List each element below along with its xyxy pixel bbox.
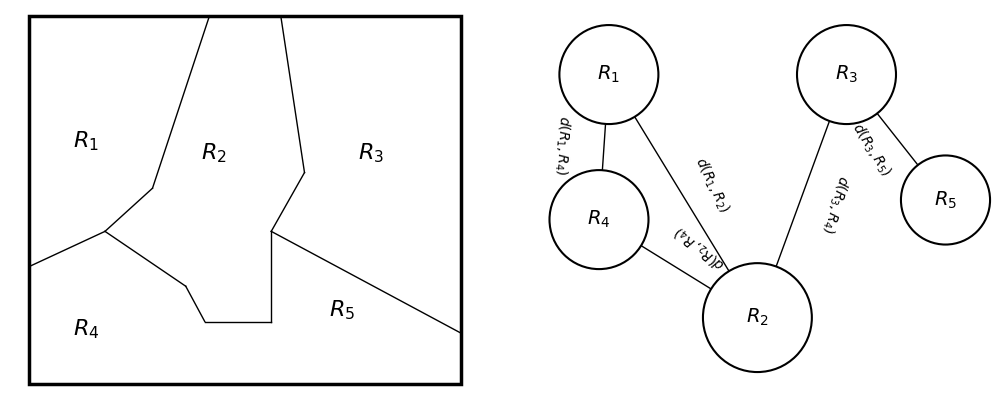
- Ellipse shape: [550, 170, 648, 269]
- Text: $d(R_2,R_4)$: $d(R_2,R_4)$: [671, 222, 729, 272]
- Ellipse shape: [559, 25, 658, 124]
- Text: $R_2$: $R_2$: [746, 307, 769, 328]
- Text: $d(R_3,R_4)$: $d(R_3,R_4)$: [819, 172, 852, 235]
- Text: $R_5$: $R_5$: [329, 298, 356, 322]
- Text: $R_2$: $R_2$: [201, 141, 227, 165]
- Text: $R_1$: $R_1$: [73, 129, 99, 153]
- Text: $R_4$: $R_4$: [587, 209, 611, 230]
- Text: $d(R_1,R_4)$: $d(R_1,R_4)$: [552, 115, 572, 176]
- Text: $R_3$: $R_3$: [835, 64, 858, 85]
- Text: $R_4$: $R_4$: [73, 318, 99, 341]
- Ellipse shape: [797, 25, 896, 124]
- Ellipse shape: [901, 156, 990, 244]
- Text: $R_5$: $R_5$: [934, 189, 957, 211]
- Ellipse shape: [703, 263, 812, 372]
- Text: $d(R_3,R_5)$: $d(R_3,R_5)$: [848, 120, 894, 180]
- Text: $d(R_1,R_2)$: $d(R_1,R_2)$: [691, 154, 733, 216]
- Text: $R_1$: $R_1$: [597, 64, 620, 85]
- Text: $R_3$: $R_3$: [358, 141, 384, 165]
